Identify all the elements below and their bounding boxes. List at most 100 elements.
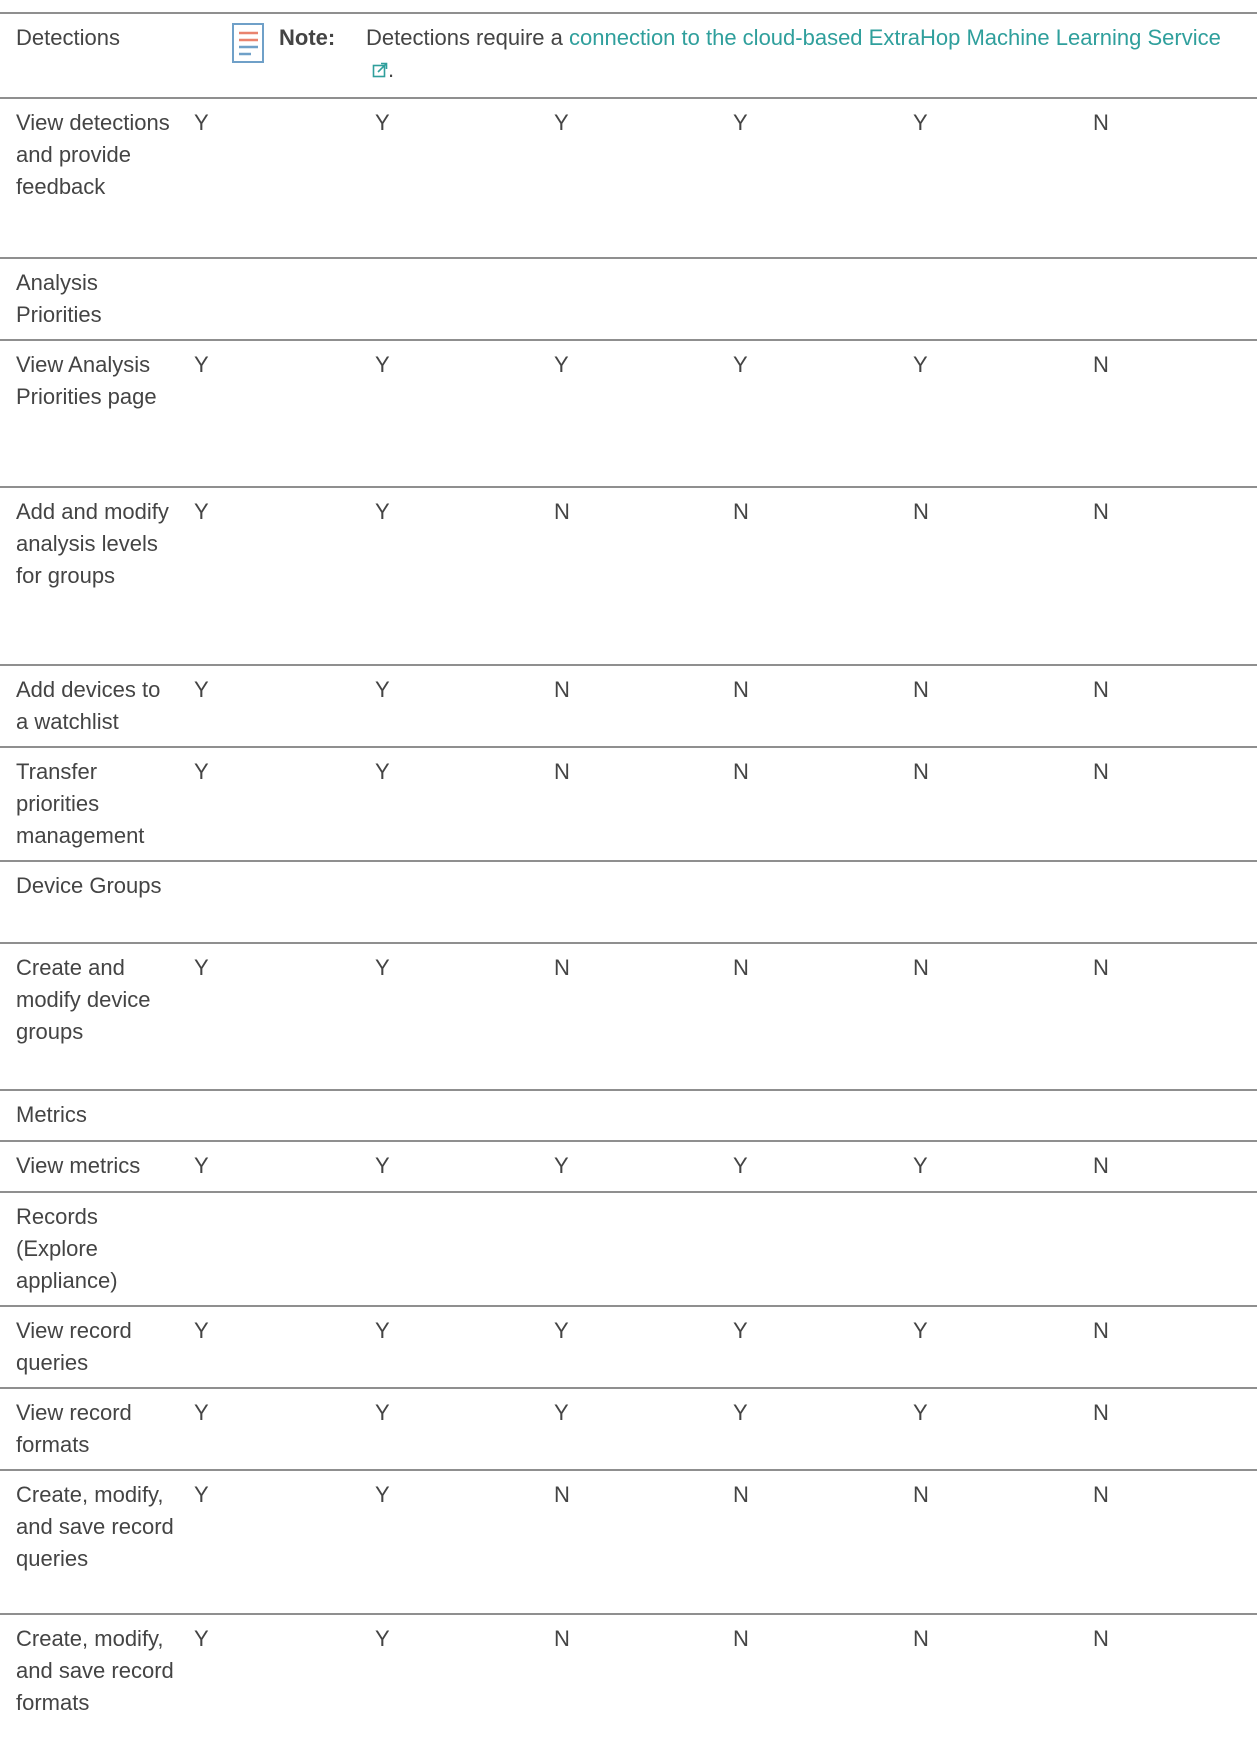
row-label: Create and modify device groups <box>16 955 151 1044</box>
permission-value: Y <box>194 1482 209 1507</box>
permission-value: N <box>733 499 749 524</box>
permission-value: N <box>1093 499 1109 524</box>
permission-value: N <box>1093 759 1109 784</box>
permission-value: N <box>554 1482 570 1507</box>
permission-value: Y <box>194 499 209 524</box>
row-label: View record queries <box>16 1318 132 1375</box>
permission-value: N <box>1093 352 1109 377</box>
permission-value: Y <box>375 1318 390 1343</box>
permission-value: Y <box>194 1153 209 1178</box>
section-row-analysis-priorities: Analysis Priorities <box>0 257 1257 341</box>
permission-value: Y <box>913 1318 928 1343</box>
permission-value: Y <box>194 110 209 135</box>
row-label: Add and modify analysis levels for group… <box>16 499 169 588</box>
ml-service-link-text: connection to the cloud-based ExtraHop M… <box>569 25 1221 50</box>
table-row: View detections and provide feedback Y Y… <box>0 97 1257 259</box>
permission-value: N <box>554 955 570 980</box>
permission-value: Y <box>913 1400 928 1425</box>
permission-value: N <box>733 759 749 784</box>
permission-value: N <box>1093 110 1109 135</box>
section-row-detections: Detections Note: Detections require a co… <box>0 12 1257 99</box>
permission-value: Y <box>554 1153 569 1178</box>
row-label: Create, modify, and save record queries <box>16 1482 174 1571</box>
permission-value: Y <box>733 1400 748 1425</box>
note-icon <box>232 23 264 63</box>
table-row: Create, modify, and save record queries … <box>0 1469 1257 1615</box>
table-row: Create, modify, and save record formats … <box>0 1613 1257 1750</box>
note-label: Note: <box>279 25 336 50</box>
table-row: Add and modify analysis levels for group… <box>0 486 1257 666</box>
section-row-metrics: Metrics <box>0 1089 1257 1142</box>
row-label: View metrics <box>16 1153 141 1178</box>
table-row: View record queries Y Y Y Y Y N <box>0 1305 1257 1389</box>
table-row: Create and modify device groups Y Y N N … <box>0 942 1257 1091</box>
row-label: View Analysis Priorities page <box>16 352 157 409</box>
permission-value: Y <box>375 759 390 784</box>
permission-value: N <box>554 1626 570 1651</box>
permission-value: Y <box>913 1153 928 1178</box>
permission-value: Y <box>375 677 390 702</box>
permission-value: N <box>1093 1400 1109 1425</box>
permission-value: Y <box>375 499 390 524</box>
row-label: Transfer priorities management <box>16 759 145 848</box>
permission-value: N <box>913 499 929 524</box>
row-label: Add devices to a watchlist <box>16 677 161 734</box>
table-row: View record formats Y Y Y Y Y N <box>0 1387 1257 1471</box>
permission-value: N <box>913 955 929 980</box>
permission-value: Y <box>375 955 390 980</box>
permission-value: Y <box>375 1626 390 1651</box>
permission-value: N <box>913 1482 929 1507</box>
permission-value: N <box>1093 955 1109 980</box>
external-link-icon <box>372 62 388 78</box>
permission-value: Y <box>733 1318 748 1343</box>
permission-value: N <box>554 759 570 784</box>
permission-value: Y <box>194 1318 209 1343</box>
note-text-before: Detections require a <box>366 25 569 50</box>
permission-value: N <box>913 677 929 702</box>
permission-value: Y <box>194 1400 209 1425</box>
permission-value: Y <box>913 352 928 377</box>
permission-value: N <box>733 677 749 702</box>
permission-value: Y <box>375 1153 390 1178</box>
section-row-device-groups: Device Groups <box>0 860 1257 944</box>
permission-value: N <box>1093 677 1109 702</box>
row-label: Analysis Priorities <box>16 270 102 327</box>
permission-value: Y <box>554 352 569 377</box>
permission-value: N <box>1093 1482 1109 1507</box>
permission-value: Y <box>375 1482 390 1507</box>
table-row: Add devices to a watchlist Y Y N N N N <box>0 664 1257 748</box>
permission-value: N <box>733 1626 749 1651</box>
note-text: Detections require a connection to the c… <box>366 22 1226 86</box>
row-label: Device Groups <box>16 873 162 898</box>
permission-value: Y <box>554 1400 569 1425</box>
permission-value: N <box>913 759 929 784</box>
row-label: Records (Explore appliance) <box>16 1204 118 1293</box>
permission-value: Y <box>375 352 390 377</box>
table-row: Transfer priorities management Y Y N N N… <box>0 746 1257 862</box>
permission-value: Y <box>375 1400 390 1425</box>
permission-value: N <box>554 499 570 524</box>
permission-value: Y <box>194 759 209 784</box>
permission-value: Y <box>733 352 748 377</box>
permission-value: Y <box>554 110 569 135</box>
permission-value: Y <box>733 1153 748 1178</box>
permission-value: N <box>554 677 570 702</box>
table-row: View Analysis Priorities page Y Y Y Y Y … <box>0 339 1257 488</box>
permission-value: N <box>733 955 749 980</box>
ml-service-link[interactable]: connection to the cloud-based ExtraHop M… <box>366 25 1221 82</box>
section-row-records: Records (Explore appliance) <box>0 1191 1257 1307</box>
table-row: View metrics Y Y Y Y Y N <box>0 1140 1257 1193</box>
row-label: Metrics <box>16 1102 87 1127</box>
permission-value: N <box>1093 1626 1109 1651</box>
permission-value: Y <box>194 352 209 377</box>
row-label: View detections and provide feedback <box>16 110 170 199</box>
permission-value: N <box>1093 1318 1109 1343</box>
permission-value: N <box>733 1482 749 1507</box>
permission-value: Y <box>194 677 209 702</box>
note-text-after: . <box>388 57 395 82</box>
permission-value: Y <box>733 110 748 135</box>
row-label: View record formats <box>16 1400 132 1457</box>
row-label: Create, modify, and save record formats <box>16 1626 174 1715</box>
row-label: Detections <box>16 25 120 50</box>
